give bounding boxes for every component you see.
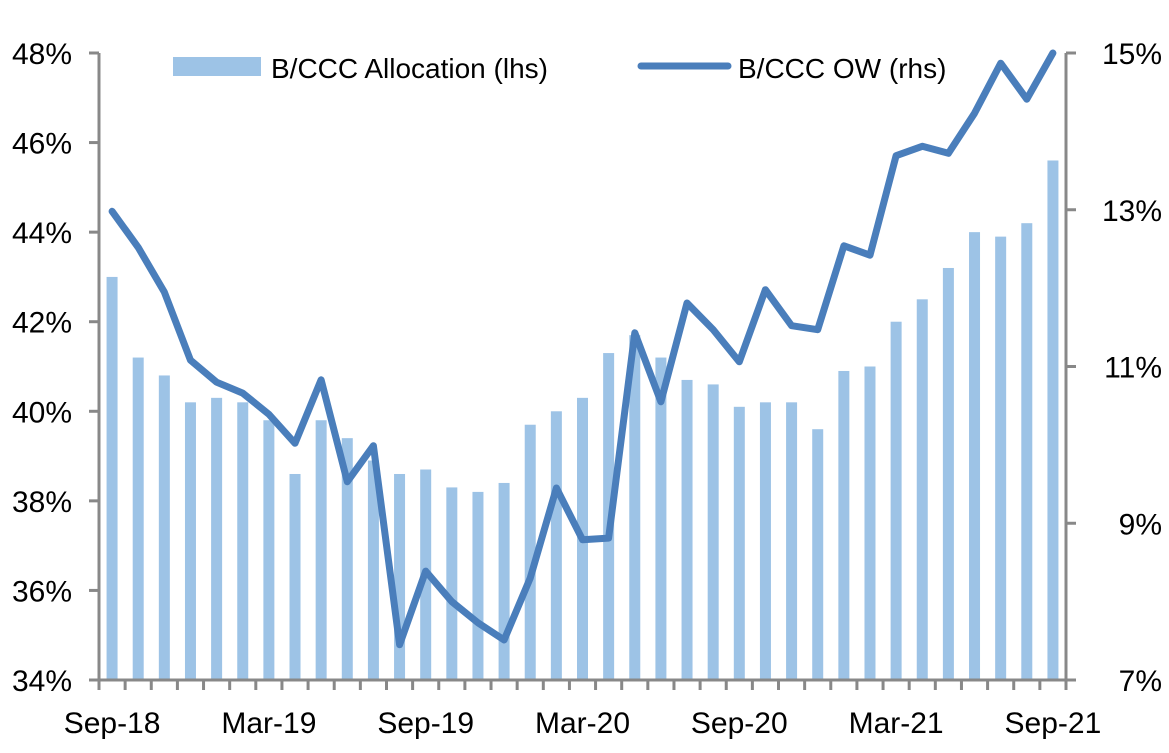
bar-Feb-21: [864, 366, 876, 680]
left-axis-tick-label: 38%: [12, 486, 72, 519]
x-axis-tick-label: Mar-20: [535, 707, 630, 740]
bar-Feb-20: [550, 411, 562, 680]
x-axis-tick-labels: Sep-18 Mar-19 Sep-19 Mar-20 Sep-20 Mar-21 Sep-…: [64, 707, 1102, 740]
bar-Jul-19: [367, 460, 379, 680]
bar-Apr-21: [916, 299, 928, 680]
legend-label-allocation: B/CCC Allocation (lhs): [271, 53, 548, 84]
left-axis-tick-label: 34%: [12, 665, 72, 698]
x-axis-tick-label: Sep-18: [64, 707, 161, 740]
line-series: [108, 49, 1057, 649]
x-axis-tick-label: Mar-21: [849, 707, 944, 740]
bar-Oct-18: [132, 357, 144, 680]
bar-Oct-20: [759, 402, 771, 680]
legend-swatch-allocation: [173, 57, 261, 76]
x-axis-tick-label: Sep-19: [377, 707, 474, 740]
bar-Aug-20: [707, 384, 719, 680]
bar-Jan-21: [838, 370, 850, 680]
x-axis-tick-label: Sep-21: [1005, 707, 1102, 740]
bar-Mar-19: [263, 420, 275, 680]
bar-Mar-21: [890, 321, 902, 680]
left-axis-tick-label: 48%: [12, 38, 72, 71]
bar-Nov-19: [472, 491, 484, 680]
left-axis-tick-label: 46%: [12, 128, 72, 161]
bar-Aug-19: [394, 473, 406, 680]
bar-Nov-18: [158, 375, 170, 680]
left-axis-tick-label: 40%: [12, 396, 72, 429]
right-axis-tick-label: 7%: [1119, 665, 1162, 698]
bar-Sep-18: [106, 276, 118, 680]
bar-Dec-19: [498, 482, 510, 680]
left-axis-tick-label: 36%: [12, 575, 72, 608]
bar-May-20: [629, 335, 641, 680]
x-axis-tick-label: Sep-20: [691, 707, 788, 740]
bar-Sep-20: [733, 406, 745, 680]
bar-Jan-19: [211, 397, 223, 680]
legend-label-ow: B/CCC OW (rhs): [738, 53, 946, 84]
right-axis-tick-label: 11%: [1104, 352, 1162, 385]
right-axis-tick-label: 9%: [1119, 508, 1162, 541]
bar-Dec-20: [812, 429, 824, 680]
axes: [89, 51, 1076, 690]
bar-Jul-20: [681, 379, 693, 680]
bar-Feb-19: [237, 402, 249, 680]
bar-Aug-21: [1021, 223, 1033, 680]
bar-Dec-18: [184, 402, 196, 680]
bar-series: [106, 160, 1059, 680]
bar-Apr-19: [289, 473, 301, 680]
legend: B/CCC Allocation (lhs) B/CCC OW (rhs): [173, 53, 946, 84]
bar-Jan-20: [524, 424, 536, 680]
right-axis-tick-label: 13%: [1102, 195, 1162, 228]
bar-May-19: [315, 420, 327, 680]
bar-Oct-19: [446, 487, 458, 680]
left-axis-tick-label: 42%: [12, 307, 72, 340]
bar-Jun-21: [969, 232, 981, 680]
right-axis-tick-label: 15%: [1102, 38, 1162, 71]
left-axis-tick-labels: 34% 36% 38% 40% 42% 44% 46% 48%: [12, 38, 72, 698]
bar-Jun-19: [341, 438, 353, 680]
bar-Jun-20: [655, 357, 667, 680]
left-axis-tick-label: 44%: [12, 217, 72, 250]
right-axis-tick-labels: 7% 9% 11% 13% 15%: [1102, 38, 1162, 698]
bar-Nov-20: [786, 402, 798, 680]
x-axis-tick-label: Mar-19: [221, 707, 316, 740]
bar-Jul-21: [995, 236, 1007, 680]
bar-May-21: [942, 267, 954, 680]
bar-Sep-21: [1047, 160, 1059, 680]
